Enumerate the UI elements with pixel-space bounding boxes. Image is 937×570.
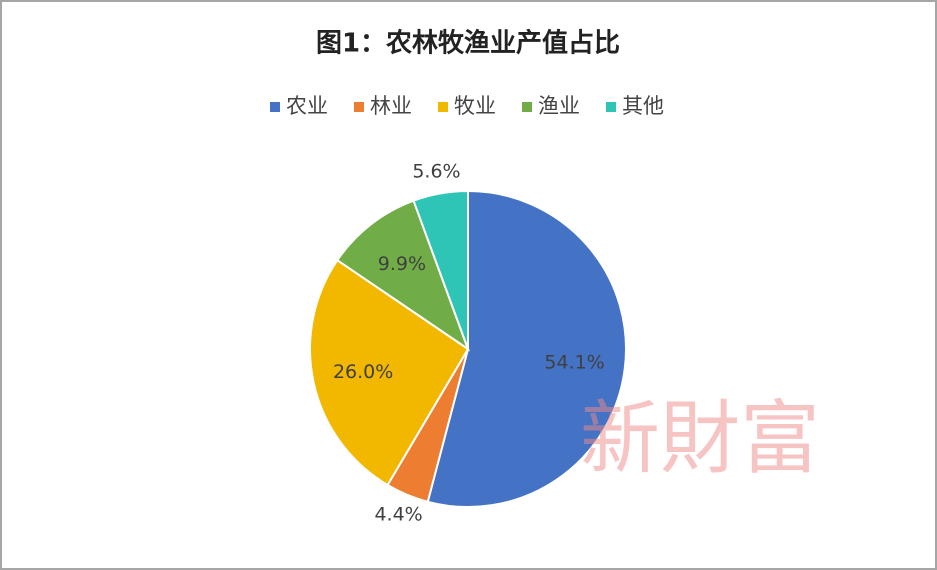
data-label: 5.6% — [412, 160, 460, 182]
pie-slice — [412, 189, 469, 350]
legend-label: 牧业 — [454, 94, 496, 118]
pie-slice — [426, 189, 627, 508]
legend-label: 其他 — [622, 94, 664, 118]
chart-title: 图1：农林牧渔业产值占比 — [316, 29, 620, 59]
legend-label: 林业 — [370, 94, 412, 118]
legend-label: 渔业 — [538, 94, 580, 118]
data-label: 4.4% — [374, 504, 422, 526]
legend: 农业 林业 牧业 渔业 其他 — [270, 94, 664, 118]
legend-swatch — [606, 102, 616, 112]
pie-slice — [309, 258, 470, 487]
data-label: 54.1% — [544, 351, 604, 373]
pie: 54.1% 4.4% 26.0% 9.9% 5.6% — [309, 160, 627, 526]
pie-slice — [335, 199, 471, 352]
data-label: 26.0% — [333, 361, 393, 383]
watermark: 新財富 — [580, 392, 820, 485]
legend-swatch — [438, 102, 448, 112]
legend-swatch — [270, 102, 280, 112]
legend-label: 农业 — [286, 94, 328, 118]
legend-swatch — [522, 102, 532, 112]
data-label: 9.9% — [378, 253, 426, 275]
legend-swatch — [354, 102, 364, 112]
